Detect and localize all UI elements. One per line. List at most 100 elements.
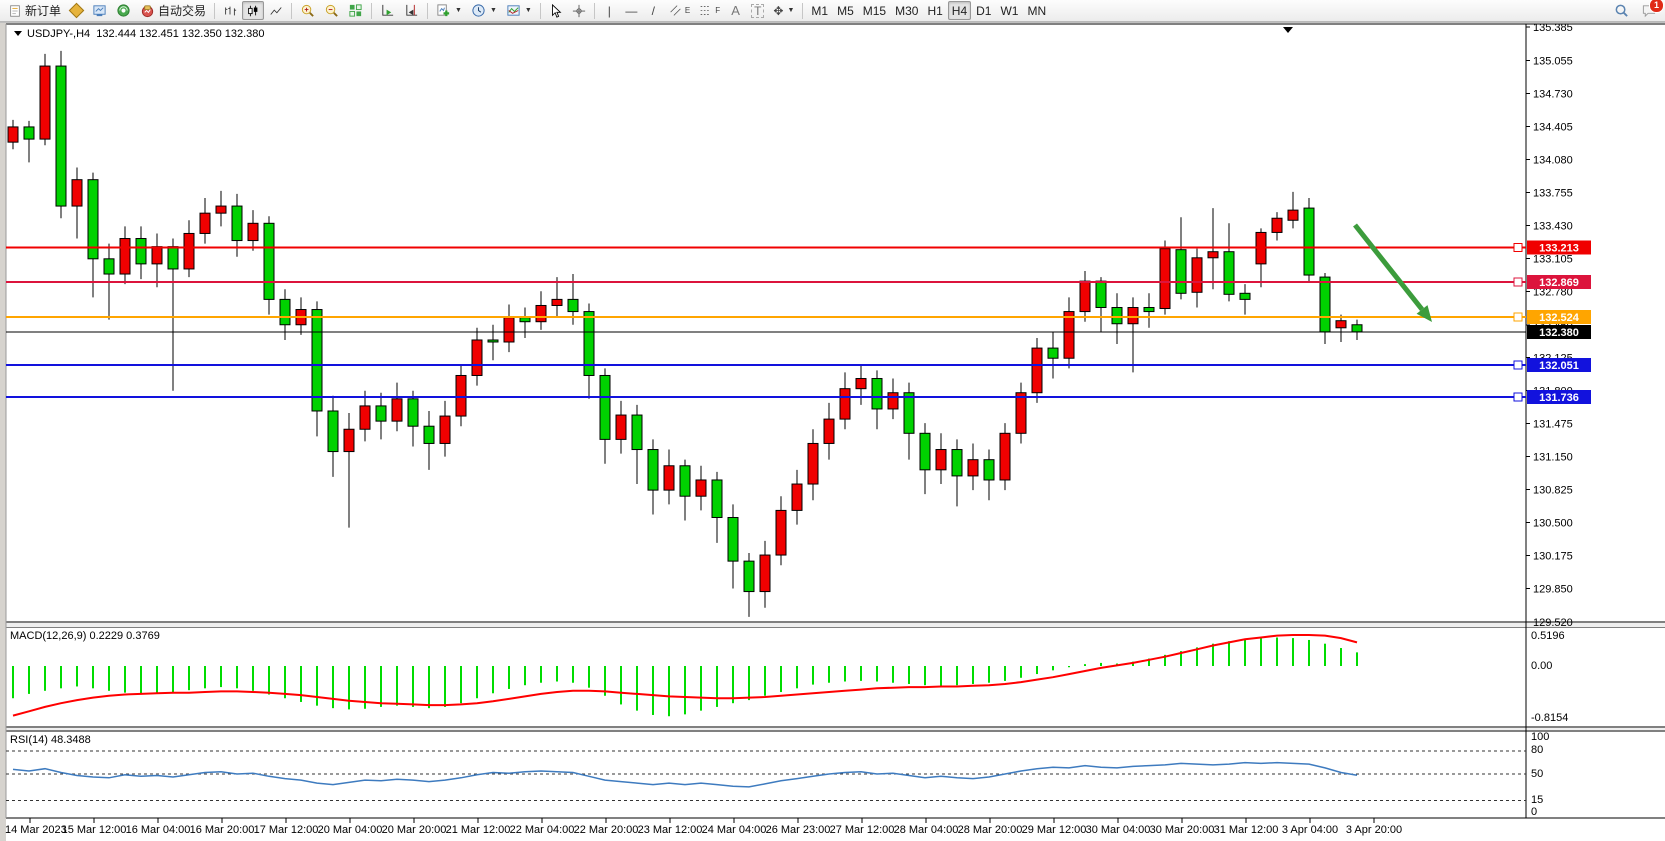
macd-signal-line bbox=[12, 634, 1358, 717]
favorites-button[interactable] bbox=[66, 1, 87, 20]
search-button[interactable] bbox=[1610, 1, 1633, 20]
svg-text:30 Mar 20:00: 30 Mar 20:00 bbox=[1150, 824, 1215, 836]
separator bbox=[802, 2, 804, 19]
svg-text:20 Mar 20:00: 20 Mar 20:00 bbox=[382, 824, 447, 836]
rsi-indicator-label: RSI(14) 48.3488 bbox=[10, 734, 91, 746]
svg-text:0.00: 0.00 bbox=[1531, 660, 1552, 672]
bar-chart-button[interactable] bbox=[219, 1, 241, 20]
window-left-edge bbox=[0, 23, 6, 841]
crosshair-icon bbox=[572, 4, 585, 17]
arrows-tool-icon: ✥ bbox=[773, 3, 784, 18]
svg-text:130.825: 130.825 bbox=[1533, 485, 1573, 497]
notification-badge: 1 bbox=[1649, 0, 1664, 13]
svg-text:30 Mar 04:00: 30 Mar 04:00 bbox=[1086, 824, 1151, 836]
chart-shift-marker bbox=[1283, 27, 1293, 33]
rsi-name: RSI(14) bbox=[10, 734, 48, 746]
horizontal-line-icon: — bbox=[625, 3, 638, 18]
candlestick-chart-icon bbox=[248, 5, 258, 16]
svg-text:132.051: 132.051 bbox=[1539, 360, 1579, 372]
cursor-icon bbox=[551, 3, 562, 18]
svg-text:0.5196: 0.5196 bbox=[1531, 630, 1565, 642]
chart-shift-button[interactable] bbox=[400, 1, 423, 20]
svg-text:15 Mar 12:00: 15 Mar 12:00 bbox=[62, 824, 127, 836]
separator bbox=[214, 2, 216, 19]
chart-shift-icon bbox=[406, 4, 418, 16]
timeframe-MN[interactable]: MN bbox=[1027, 3, 1047, 18]
fibo-f-glyph: F bbox=[715, 5, 721, 15]
svg-text:133.213: 133.213 bbox=[1539, 242, 1579, 254]
crosshair-tool-button[interactable] bbox=[568, 1, 590, 20]
panel-frame bbox=[5, 23, 1665, 819]
svg-text:22 Mar 20:00: 22 Mar 20:00 bbox=[574, 824, 639, 836]
macd-panel bbox=[12, 634, 1358, 717]
notifications-button[interactable]: 1 bbox=[1637, 0, 1664, 20]
text-label-tool-button[interactable]: T bbox=[747, 1, 768, 20]
channel-tool-button[interactable]: E bbox=[665, 1, 694, 20]
svg-text:16 Mar 04:00: 16 Mar 04:00 bbox=[126, 824, 191, 836]
templates-button[interactable]: ▼ bbox=[502, 1, 536, 20]
svg-text:132.524: 132.524 bbox=[1539, 312, 1580, 324]
rsi-line bbox=[12, 761, 1358, 788]
svg-text:130.500: 130.500 bbox=[1533, 518, 1573, 530]
periods-button[interactable]: ▼ bbox=[467, 1, 501, 20]
separator bbox=[427, 2, 429, 19]
monitor-icon bbox=[93, 5, 106, 17]
svg-text:134.405: 134.405 bbox=[1533, 121, 1573, 133]
chart-title[interactable]: USDJPY-,H4 132.444 132.451 132.350 132.3… bbox=[14, 28, 265, 40]
svg-text:23 Mar 12:00: 23 Mar 12:00 bbox=[638, 824, 703, 836]
timeframe-M30[interactable]: M30 bbox=[895, 3, 919, 18]
horizontal-line-tool-button[interactable]: — bbox=[621, 1, 642, 20]
rsi-levels bbox=[6, 750, 1526, 802]
svg-text:133.105: 133.105 bbox=[1533, 253, 1573, 265]
tile-windows-button[interactable] bbox=[344, 1, 367, 20]
new-order-button[interactable]: 新订单 bbox=[4, 1, 65, 20]
diamond-icon bbox=[68, 2, 85, 19]
timeframe-H4[interactable]: H4 bbox=[947, 1, 972, 20]
svg-text:27 Mar 12:00: 27 Mar 12:00 bbox=[830, 824, 895, 836]
new-order-label: 新订单 bbox=[25, 4, 62, 18]
trend-arrow[interactable] bbox=[1353, 223, 1432, 322]
timeframe-group: M1 M5 M15 M30 H1 H4 D1 W1 MN bbox=[807, 1, 1050, 20]
timeframe-M15[interactable]: M15 bbox=[862, 3, 887, 18]
svg-text:24 Mar 04:00: 24 Mar 04:00 bbox=[702, 824, 767, 836]
arrows-tool-button[interactable]: ✥ ▼ bbox=[769, 1, 798, 20]
macd-values: 0.2229 0.3769 bbox=[89, 630, 160, 642]
timeframe-H1[interactable]: H1 bbox=[927, 3, 943, 18]
channel-icon bbox=[670, 5, 681, 16]
dropdown-caret-icon: ▼ bbox=[489, 7, 497, 14]
zoom-out-button[interactable] bbox=[320, 1, 343, 20]
timeframe-W1[interactable]: W1 bbox=[1000, 3, 1019, 18]
candlestick-chart-button[interactable] bbox=[242, 1, 265, 20]
vertical-line-tool-button[interactable]: | bbox=[599, 1, 620, 20]
trendline-tool-button[interactable]: / bbox=[643, 1, 664, 20]
signals-button[interactable] bbox=[112, 1, 135, 20]
market-watch-button[interactable] bbox=[88, 1, 111, 20]
symbol-dropdown-icon[interactable] bbox=[14, 31, 22, 36]
svg-text:21 Mar 12:00: 21 Mar 12:00 bbox=[446, 824, 511, 836]
new-chart-button[interactable]: ▼ bbox=[432, 1, 466, 20]
auto-scroll-button[interactable] bbox=[376, 1, 399, 20]
horizontal-lines[interactable]: 133.213 132.869 132.524 132.051 131.736 132.3… bbox=[6, 240, 1591, 405]
cursor-tool-button[interactable] bbox=[545, 1, 567, 20]
zoom-in-button[interactable] bbox=[296, 1, 319, 20]
text-label-icon: T bbox=[751, 3, 765, 18]
svg-text:3 Apr 20:00: 3 Apr 20:00 bbox=[1346, 824, 1402, 836]
macd-name: MACD(12,26,9) bbox=[10, 630, 87, 642]
text-tool-button[interactable]: A bbox=[725, 1, 746, 20]
candlestick-series[interactable] bbox=[7, 50, 1363, 617]
line-chart-button[interactable] bbox=[265, 1, 287, 20]
timeframe-M5[interactable]: M5 bbox=[837, 3, 854, 18]
timeframe-M1[interactable]: M1 bbox=[811, 3, 829, 18]
chart-background bbox=[6, 23, 1665, 841]
svg-text:133.430: 133.430 bbox=[1533, 220, 1573, 232]
timeframe-D1[interactable]: D1 bbox=[976, 3, 992, 18]
separator bbox=[539, 2, 541, 19]
fibonacci-tool-button[interactable]: F bbox=[695, 1, 724, 20]
new-chart-icon bbox=[437, 4, 450, 17]
tile-windows-icon bbox=[349, 4, 362, 17]
auto-trading-button[interactable]: 自动交易 bbox=[136, 1, 210, 20]
line-chart-icon bbox=[270, 6, 282, 15]
signal-icon bbox=[117, 4, 130, 17]
